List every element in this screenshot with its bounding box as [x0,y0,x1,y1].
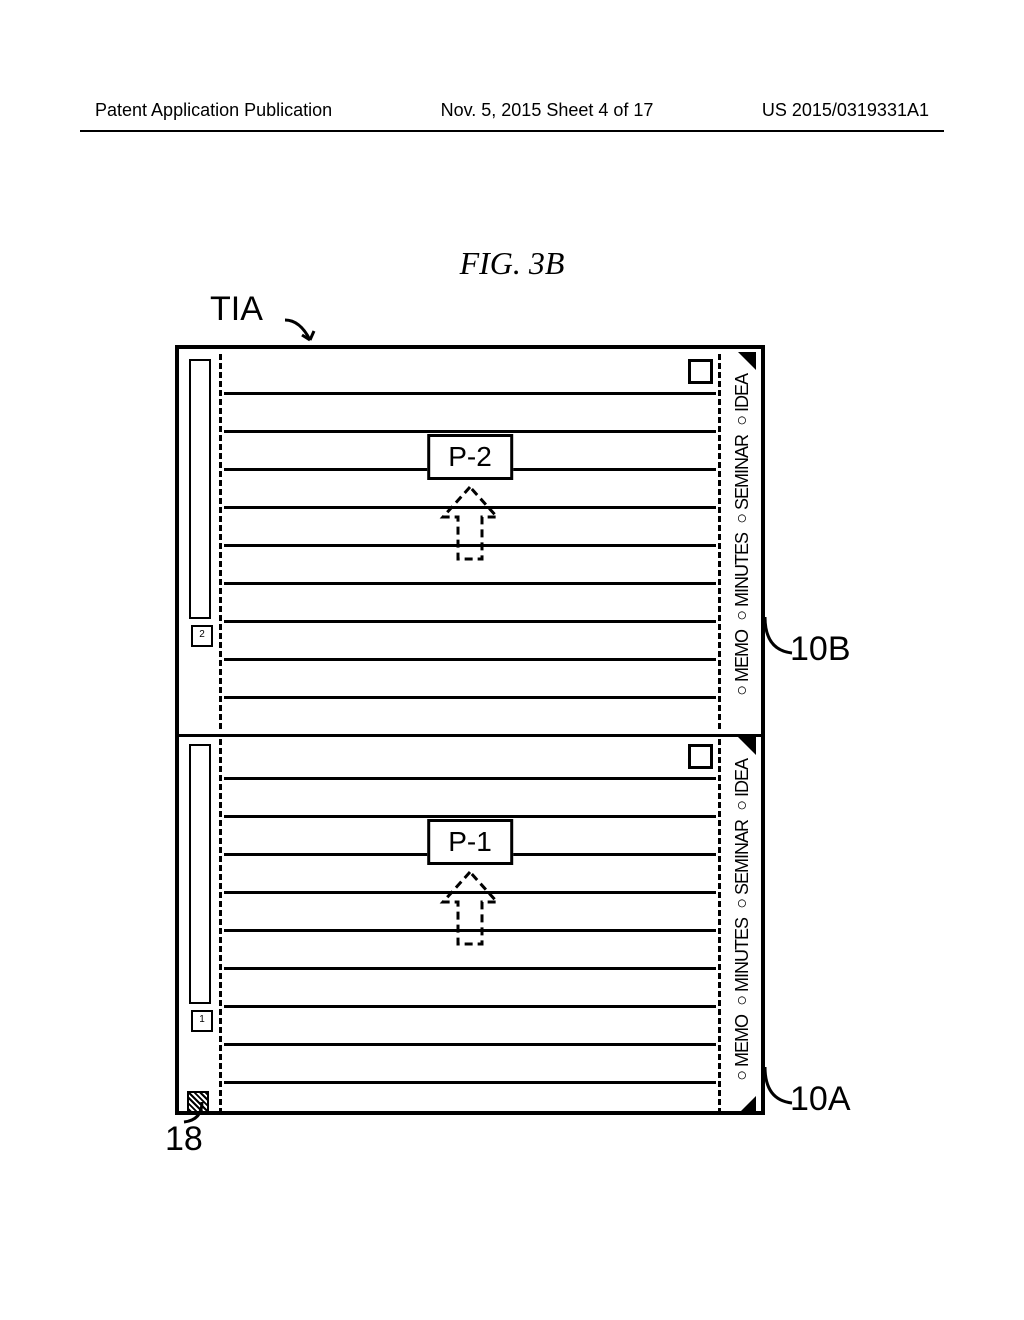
header-right: US 2015/0319331A1 [762,100,929,121]
margin-right [718,354,721,729]
corner-mark-tr [738,352,758,372]
header-rule [80,130,944,132]
title-block: 2 [189,359,211,619]
p-label-box: P-1 [427,819,513,865]
margin-left [219,739,222,1114]
page-num-box: 2 [191,625,213,647]
header-center: Nov. 5, 2015 Sheet 4 of 17 [441,100,654,121]
margin-left [219,354,222,729]
corner-mark-br [738,1096,758,1116]
callout-curve-18 [182,1100,207,1130]
callout-curve-10b [762,615,797,665]
figure-label: FIG. 3B [0,245,1024,282]
tia-label: TIA [210,290,263,329]
page-1: 1 P-1 ○MEMO ○MINUTES ○SEMINAR ○IDEA [179,734,761,1119]
page-num-box: 1 [191,1010,213,1032]
diagram-container: 2 P-2 ○MEMO ○MINUTES ○SEMINAR ○IDEA 1 [175,345,765,1115]
callout-curve-10a [762,1065,797,1115]
title-block: 1 [189,744,211,1004]
header-left: Patent Application Publication [95,100,332,121]
checkbox-labels: ○MEMO ○MINUTES ○SEMINAR ○IDEA [732,374,753,701]
callout-10b: 10B [790,630,851,669]
direction-arrow [425,484,515,569]
checkbox-labels: ○MEMO ○MINUTES ○SEMINAR ○IDEA [732,759,753,1086]
patent-header: Patent Application Publication Nov. 5, 2… [0,100,1024,121]
margin-right [718,739,721,1114]
direction-arrow [425,869,515,954]
p-label-box: P-2 [427,434,513,480]
corner-mark-tr [738,737,758,757]
callout-10a: 10A [790,1080,851,1119]
page-2: 2 P-2 ○MEMO ○MINUTES ○SEMINAR ○IDEA [179,349,761,734]
